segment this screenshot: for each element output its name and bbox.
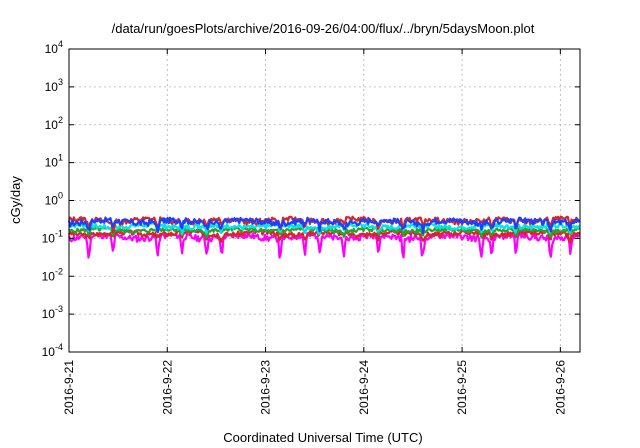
x-tick-label: 2016-9-22 [160,360,174,415]
x-tick-label: 2016-9-21 [62,360,76,415]
y-tick-label: 10-4 [42,342,63,359]
y-axis: 10-4 10-3 10-2 10-1 100 101 102 103 104 [42,39,580,359]
y-tick-label: 101 [45,153,63,170]
x-tick-label: 2016-9-24 [357,360,371,415]
series-lines [67,215,581,259]
x-axis: 2016-9-21 2016-9-22 2016-9-23 2016-9-24 2016… [62,49,567,415]
y-tick-label: 102 [45,115,63,132]
x-tick-label: 2016-9-25 [455,360,469,415]
y-tick-label: 103 [45,77,63,94]
y-tick-label: 10-3 [42,304,63,321]
series-line [68,226,581,239]
y-tick-label: 10-2 [42,266,63,283]
y-tick-label: 100 [45,191,63,208]
series-line [67,229,581,244]
y-tick-label: 10-1 [42,228,63,245]
x-tick-label: 2016-9-23 [259,360,273,415]
series-line [67,216,581,235]
x-axis-label: Coordinated Universal Time (UTC) [223,430,422,445]
chart-title: /data/run/goesPlots/archive/2016-09-26/0… [112,21,535,36]
grid-lines [69,49,580,352]
y-axis-label: cGy/day [8,176,23,224]
x-tick-label: 2016-9-26 [553,360,567,415]
y-tick-label: 104 [45,39,63,56]
